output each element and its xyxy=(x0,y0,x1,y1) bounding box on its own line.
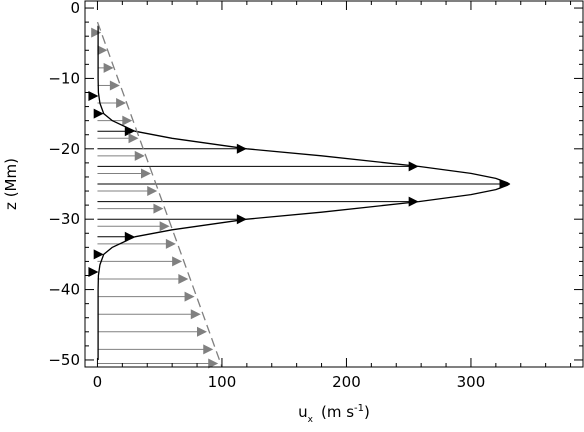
arrow-head xyxy=(103,62,114,73)
arrow-head xyxy=(184,291,195,302)
x-tick-label: 100 xyxy=(208,373,237,391)
velocity-arrow xyxy=(97,256,183,267)
velocity-arrow xyxy=(97,291,195,302)
arrow-head xyxy=(128,133,139,144)
plot-frame xyxy=(84,0,584,368)
velocity-arrow xyxy=(97,98,127,109)
velocity-arrow xyxy=(97,45,108,56)
y-tick-label: −30 xyxy=(48,210,80,228)
arrow-head xyxy=(499,179,510,189)
y-tick-label: −50 xyxy=(48,351,80,369)
y-tick-label: −40 xyxy=(48,281,80,299)
velocity-arrow xyxy=(93,249,104,260)
arrow-head xyxy=(93,108,104,119)
velocity-arrow xyxy=(97,186,158,197)
arrow-head xyxy=(159,221,170,232)
velocity-arrow xyxy=(97,143,247,154)
arrow-head xyxy=(172,256,183,267)
velocity-arrow xyxy=(97,196,419,207)
velocity-arrow xyxy=(97,221,170,232)
arrow-head xyxy=(197,326,208,337)
axis-ticks xyxy=(85,1,583,367)
x-tick-label: 200 xyxy=(332,373,361,391)
velocity-arrow xyxy=(97,309,201,320)
arrow-head xyxy=(203,344,214,355)
x-axis-label: ux (m s-1) xyxy=(298,403,370,425)
velocity-arrow xyxy=(97,133,139,144)
dashed-reference-line xyxy=(96,21,223,368)
arrow-head xyxy=(88,91,99,102)
x-axis-label-subscript: x xyxy=(308,415,314,425)
velocity-arrow xyxy=(97,203,164,214)
velocity-arrow xyxy=(91,27,102,38)
arrow-head xyxy=(124,126,135,137)
velocity-arrow xyxy=(97,238,176,249)
velocity-arrow xyxy=(97,161,419,172)
x-axis-label-units-close: ) xyxy=(364,403,370,421)
y-tick-label: −10 xyxy=(48,69,80,87)
arrow-head xyxy=(178,274,189,285)
velocity-arrow xyxy=(97,62,114,73)
velocity-arrow xyxy=(97,358,219,369)
arrow-head xyxy=(124,231,135,242)
y-tick-label: 0 xyxy=(70,0,80,17)
arrow-head xyxy=(134,150,145,161)
velocity-arrow xyxy=(97,150,145,161)
arrow-head xyxy=(88,266,99,277)
arrow-head xyxy=(236,214,247,225)
velocity-arrow xyxy=(97,214,247,225)
arrow-head xyxy=(153,203,164,214)
velocity-arrow xyxy=(93,108,104,119)
arrow-head xyxy=(147,186,158,197)
arrow-head xyxy=(140,168,151,179)
arrow-head xyxy=(165,238,176,249)
velocity-arrow xyxy=(97,326,208,337)
velocity-arrow xyxy=(97,126,135,137)
x-tick-label: 0 xyxy=(93,373,103,391)
arrow-head xyxy=(236,143,247,154)
velocity-arrow xyxy=(97,179,510,189)
chart-marks xyxy=(88,21,511,369)
x-axis-label-units-exponent: -1 xyxy=(354,403,364,414)
velocity-arrow xyxy=(97,344,214,355)
y-axis-label: z (Mm) xyxy=(2,158,20,210)
velocity-arrow xyxy=(88,91,99,102)
x-axis-label-symbol: u xyxy=(298,403,308,421)
velocity-arrow xyxy=(97,231,135,242)
arrow-head xyxy=(116,98,127,109)
velocity-arrow xyxy=(88,266,99,277)
arrow-head xyxy=(93,249,104,260)
tick-labels: 0 100 200 300 0 −10 −20 −30 −40 −50 xyxy=(48,0,485,391)
arrow-head xyxy=(208,358,219,369)
arrow-head xyxy=(91,27,102,38)
velocity-arrow xyxy=(97,274,189,285)
x-tick-label: 300 xyxy=(457,373,486,391)
arrow-head xyxy=(190,309,201,320)
arrow-head xyxy=(122,115,133,126)
velocity-arrow xyxy=(97,80,120,91)
velocity-arrow xyxy=(97,115,133,126)
velocity-profile-line xyxy=(97,25,511,360)
y-tick-label: −20 xyxy=(48,140,80,158)
velocity-arrow xyxy=(97,168,151,179)
x-axis-label-units: (m s xyxy=(321,403,354,421)
arrow-head xyxy=(109,80,120,91)
arrow-head xyxy=(97,45,108,56)
